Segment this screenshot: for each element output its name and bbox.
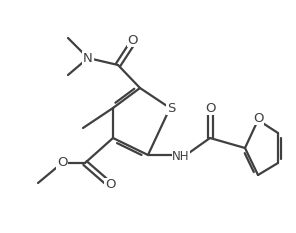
Text: O: O (128, 34, 138, 47)
Text: S: S (167, 102, 175, 114)
Text: O: O (57, 157, 67, 169)
Text: N: N (83, 51, 93, 65)
Text: O: O (205, 102, 215, 114)
Text: O: O (105, 178, 115, 192)
Text: O: O (253, 112, 263, 124)
Text: NH: NH (172, 151, 190, 164)
